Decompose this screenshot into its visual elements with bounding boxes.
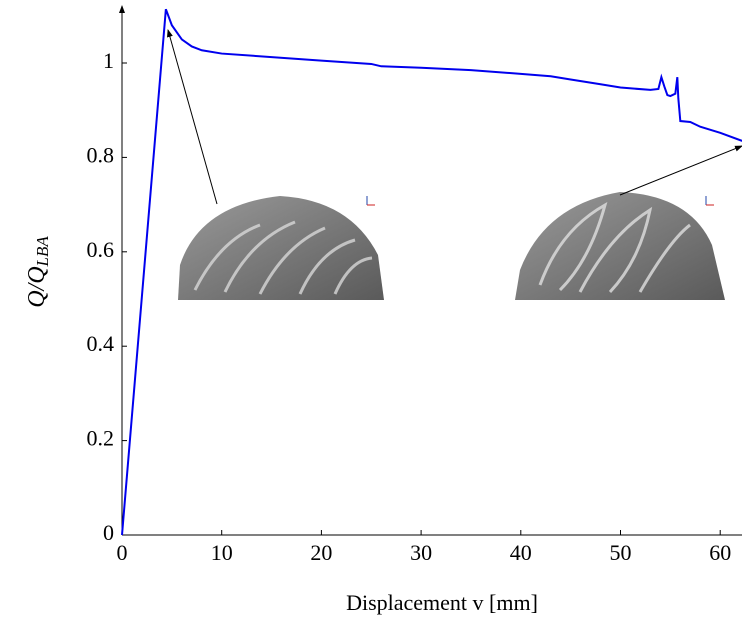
y-label-sub: LBA [33, 236, 52, 268]
chart: Displacement v [mm] Q/QLBA 0102030405060… [0, 0, 742, 625]
annotation-arrow [168, 30, 217, 204]
x-axis-label: Displacement v [mm] [346, 590, 538, 615]
x-tick-label: 0 [117, 540, 128, 565]
y-axis-label: Q/QLBA [24, 236, 52, 308]
buckled-shape-left [178, 196, 384, 300]
x-tick-label: 40 [510, 540, 532, 565]
y-tick-label: 0.4 [87, 331, 115, 356]
y-label-main: Q/Q [24, 266, 50, 307]
y-tick-label: 0.8 [87, 142, 115, 167]
y-tick-label: 0 [103, 520, 114, 545]
y-tick-label: 1 [103, 48, 114, 73]
buckled-shape-right [515, 192, 725, 300]
y-tick-label: 0.2 [87, 426, 115, 451]
annotation-arrow [620, 146, 742, 195]
x-tick-label: 30 [410, 540, 432, 565]
x-tick-label: 10 [211, 540, 233, 565]
x-tick-label: 60 [709, 540, 731, 565]
x-tick-label: 20 [310, 540, 332, 565]
y-tick-label: 0.6 [87, 237, 115, 262]
x-tick-label: 50 [610, 540, 632, 565]
